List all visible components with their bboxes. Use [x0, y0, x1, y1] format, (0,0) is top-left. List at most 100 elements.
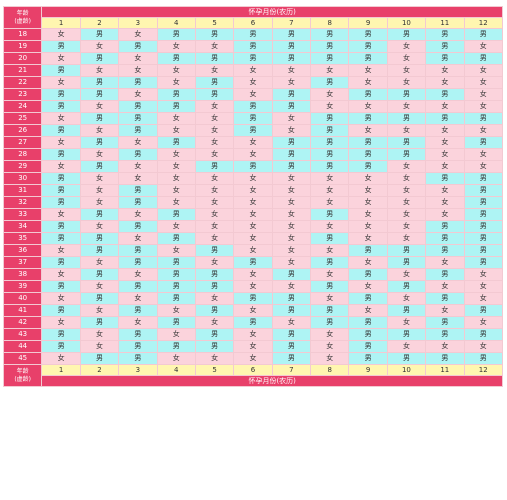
footer-month-row: 年龄 (虚龄) 1 2 3 4 5 6 7 8 9 10 11 12	[4, 365, 502, 386]
gender-cell: 男	[234, 101, 272, 112]
gender-cell: 男	[42, 341, 80, 352]
gender-cell: 男	[464, 221, 502, 232]
gender-cell: 男	[311, 281, 349, 292]
footer-month-10: 10	[387, 365, 426, 375]
gender-cell: 女	[119, 161, 157, 172]
gender-cell: 女	[234, 209, 272, 220]
age-cell: 33	[4, 209, 42, 220]
age-cell: 29	[4, 161, 42, 172]
age-cell: 21	[4, 65, 42, 76]
gender-cell: 男	[195, 341, 234, 352]
gender-cell: 男	[42, 329, 80, 340]
table-row: 45 女男男女女女男女男男男男	[4, 353, 502, 364]
gender-cell: 女	[42, 209, 80, 220]
gender-cell: 女	[195, 185, 234, 196]
gender-cell: 女	[464, 89, 502, 100]
gender-cell: 男	[426, 29, 464, 40]
gender-cell: 女	[234, 197, 272, 208]
gender-cell: 女	[234, 305, 272, 316]
gender-cell: 女	[426, 209, 464, 220]
gender-cell: 男	[157, 293, 195, 304]
header-month-10: 10	[387, 18, 426, 28]
gender-cell: 女	[311, 329, 349, 340]
table-row: 43 男女男女男女男女男男男男	[4, 329, 502, 340]
gender-cell: 男	[311, 257, 349, 268]
gender-cell: 男	[349, 29, 387, 40]
gender-cell: 女	[195, 221, 234, 232]
gender-cell: 男	[426, 353, 464, 364]
gender-cell: 女	[426, 137, 464, 148]
gender-cell: 男	[349, 161, 387, 172]
gender-cell: 女	[119, 53, 157, 64]
gender-cell: 男	[234, 113, 272, 124]
gender-cell: 女	[311, 89, 349, 100]
age-cell: 27	[4, 137, 42, 148]
gender-cell: 男	[234, 29, 272, 40]
gender-cell: 女	[234, 353, 272, 364]
footer-month-11: 11	[426, 365, 464, 375]
gender-cell: 女	[387, 53, 426, 64]
gender-cell: 男	[119, 197, 157, 208]
gender-cell: 女	[387, 77, 426, 88]
gender-cell: 男	[42, 41, 80, 52]
gender-cell: 男	[234, 125, 272, 136]
gender-cell: 男	[119, 329, 157, 340]
gender-cell: 男	[387, 281, 426, 292]
gender-cell: 女	[272, 221, 310, 232]
gender-cell: 女	[272, 281, 310, 292]
gender-cell: 男	[195, 329, 234, 340]
gender-cell: 男	[80, 245, 119, 256]
gender-cell: 男	[157, 53, 195, 64]
gender-cell: 女	[234, 149, 272, 160]
gender-cell: 女	[464, 125, 502, 136]
gender-cell: 女	[119, 293, 157, 304]
gender-cell: 男	[311, 161, 349, 172]
gender-cell: 女	[426, 101, 464, 112]
gender-cell: 女	[80, 41, 119, 52]
gender-cell: 男	[311, 233, 349, 244]
age-cell: 36	[4, 245, 42, 256]
gender-cell: 女	[311, 65, 349, 76]
header-month-9: 9	[349, 18, 387, 28]
gender-cell: 男	[272, 353, 310, 364]
gender-cell: 男	[157, 29, 195, 40]
gender-cell: 女	[272, 173, 310, 184]
gender-cell: 女	[464, 293, 502, 304]
gender-cell: 男	[42, 89, 80, 100]
gender-cell: 男	[195, 77, 234, 88]
gender-cell: 男	[349, 353, 387, 364]
gender-cell: 女	[464, 317, 502, 328]
table-row: 38 女男女男男女男女男女男女	[4, 269, 502, 280]
table-body: 18 女男女男男男男男男男男男 19 男女男女女男男男男女男女 20 女男女男男男男男男女…	[4, 29, 502, 364]
gender-cell: 女	[157, 185, 195, 196]
footer-age-label-line2: (虚龄)	[14, 375, 32, 383]
gender-cell: 男	[464, 305, 502, 316]
gender-cell: 男	[349, 137, 387, 148]
gender-cell: 女	[42, 53, 80, 64]
gender-cell: 女	[80, 281, 119, 292]
gender-cell: 男	[119, 113, 157, 124]
gender-cell: 女	[157, 353, 195, 364]
gender-cell: 男	[119, 257, 157, 268]
table-row: 42 女男女男女男女男男女男女	[4, 317, 502, 328]
gender-cell: 男	[119, 149, 157, 160]
table-row: 36 女男男女男女女女男男男男	[4, 245, 502, 256]
footer-month-4: 4	[157, 365, 195, 375]
gender-cell: 女	[387, 185, 426, 196]
gender-cell: 男	[80, 233, 119, 244]
gender-cell: 男	[195, 89, 234, 100]
gender-cell: 女	[157, 197, 195, 208]
gender-cell: 女	[426, 65, 464, 76]
gender-cell: 男	[349, 317, 387, 328]
gender-cell: 男	[195, 305, 234, 316]
gender-cell: 男	[426, 245, 464, 256]
gender-cell: 男	[80, 317, 119, 328]
gender-cell: 男	[311, 113, 349, 124]
gender-cell: 女	[80, 329, 119, 340]
gender-cell: 男	[272, 293, 310, 304]
gender-cell: 男	[272, 305, 310, 316]
gender-cell: 女	[234, 329, 272, 340]
footer-age-column-header: 年龄 (虚龄)	[4, 365, 42, 386]
gender-cell: 男	[80, 137, 119, 148]
age-cell: 34	[4, 221, 42, 232]
